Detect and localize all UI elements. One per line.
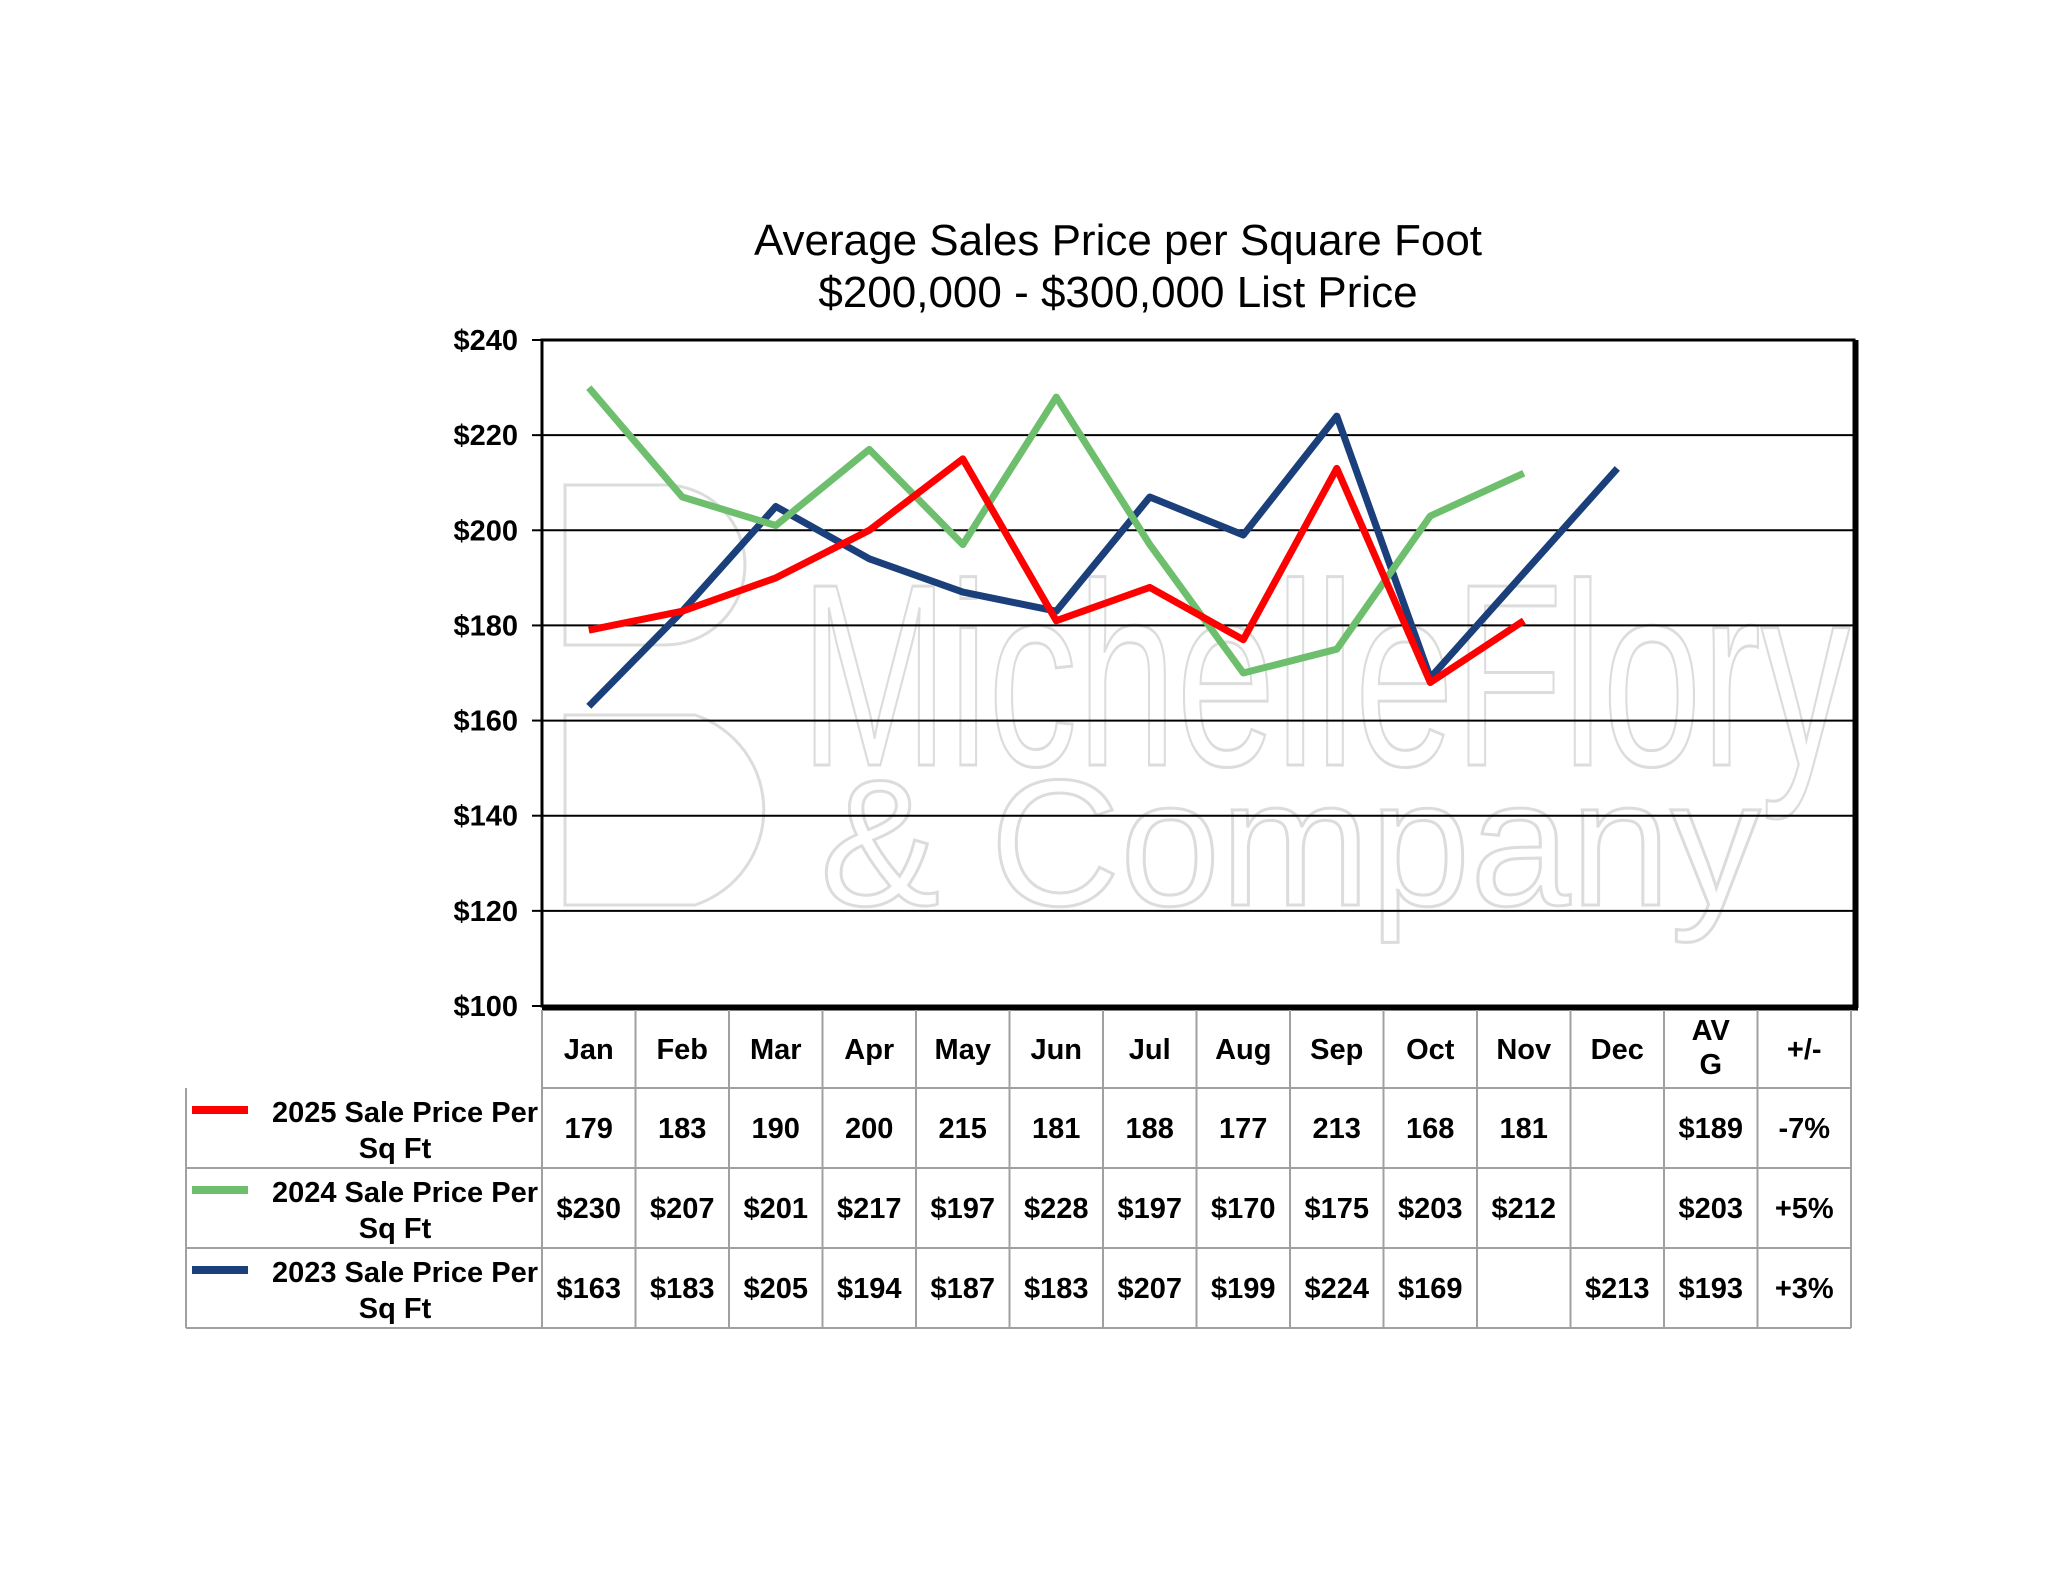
y-tick-label: $120 (453, 896, 518, 928)
plot-frame (540, 338, 1859, 1011)
avg-cell: $203 (1678, 1193, 1743, 1225)
data-label: 168 (1406, 1113, 1454, 1145)
table-header-cell: Nov (1496, 1034, 1551, 1066)
data-label: $163 (556, 1273, 621, 1305)
table-header-cell: Apr (844, 1034, 894, 1066)
series-line-2 (586, 412, 1620, 709)
data-label: $213 (1585, 1273, 1650, 1305)
data-label: 177 (1219, 1113, 1267, 1145)
table-header-cell: Mar (750, 1034, 802, 1066)
table-header-cell: Jul (1129, 1034, 1171, 1066)
chart-subtitle: $200,000 - $300,000 List Price (818, 268, 1417, 317)
table-header-cell: Oct (1406, 1034, 1455, 1066)
y-tick-label: $160 (453, 706, 518, 738)
table-header-cell: Sep (1310, 1034, 1363, 1066)
data-label: $217 (837, 1193, 902, 1225)
y-tick-label: $200 (453, 515, 518, 547)
table-header-cell: G (1699, 1049, 1722, 1081)
table-header-cell: May (935, 1034, 991, 1066)
series-label: 2024 Sale Price Per (272, 1177, 538, 1209)
data-label: 181 (1500, 1113, 1548, 1145)
data-label: $197 (1117, 1193, 1182, 1225)
change-cell: -7% (1778, 1113, 1830, 1145)
watermark: MichelleFlory& Company (563, 483, 1852, 946)
table-header-cell: Aug (1215, 1034, 1271, 1066)
series-line-1 (586, 385, 1526, 677)
data-label: $207 (650, 1193, 715, 1225)
series-label: Sq Ft (359, 1293, 432, 1325)
series-label: 2025 Sale Price Per (272, 1097, 538, 1129)
data-label: $197 (930, 1193, 995, 1225)
gridlines (542, 434, 1854, 912)
watermark-line2: & Company (820, 743, 1760, 944)
table-header-cell: +/- (1787, 1034, 1822, 1066)
table-header-cell: Jun (1030, 1034, 1082, 1066)
data-label: $199 (1211, 1273, 1276, 1305)
data-label: $212 (1491, 1193, 1556, 1225)
chart-titles: Average Sales Price per Square Foot$200,… (754, 216, 1482, 317)
watermark-line1: MichelleFlory (800, 531, 1850, 822)
watermark-logo-icon (563, 483, 766, 907)
data-label: $203 (1398, 1193, 1463, 1225)
data-label: 190 (752, 1113, 800, 1145)
data-table: Jan Feb Mar Apr May Jun Jul Aug Sep Oct Nov Dec AVG +… (185, 1010, 1852, 1329)
data-label: $205 (743, 1273, 808, 1305)
data-label: 181 (1032, 1113, 1080, 1145)
data-label: 215 (939, 1113, 987, 1145)
data-label: $183 (1024, 1273, 1089, 1305)
table-header-cell: Feb (656, 1034, 708, 1066)
series-label: Sq Ft (359, 1213, 432, 1245)
data-label: $207 (1117, 1273, 1182, 1305)
y-tick-label: $240 (453, 325, 518, 357)
chart-title: Average Sales Price per Square Foot (754, 216, 1482, 265)
data-label: 179 (565, 1113, 613, 1145)
data-label: $224 (1304, 1273, 1369, 1305)
data-label: $169 (1398, 1273, 1463, 1305)
y-axis: $100 $120 $140 $160 $180 $200 $220 $240 (453, 325, 542, 1023)
data-label: $201 (743, 1193, 808, 1225)
data-label: $175 (1304, 1193, 1369, 1225)
series-label: 2023 Sale Price Per (272, 1257, 538, 1289)
avg-cell: $193 (1678, 1273, 1743, 1305)
y-tick-label: $220 (453, 420, 518, 452)
table-header-cell: AV (1692, 1015, 1731, 1047)
data-label: $183 (650, 1273, 715, 1305)
series-lines (586, 385, 1620, 709)
series-line-0 (588, 455, 1526, 686)
data-label: $228 (1024, 1193, 1089, 1225)
change-cell: +3% (1775, 1273, 1834, 1305)
data-label: $230 (556, 1193, 621, 1225)
y-tick-label: $140 (453, 801, 518, 833)
data-label: $170 (1211, 1193, 1276, 1225)
data-label: $194 (837, 1273, 902, 1305)
series-label: Sq Ft (359, 1133, 432, 1165)
data-label: 200 (845, 1113, 893, 1145)
change-cell: +5% (1775, 1193, 1834, 1225)
avg-cell: $189 (1678, 1113, 1743, 1145)
y-tick-label: $180 (453, 610, 518, 642)
table-header-cell: Jan (564, 1034, 614, 1066)
data-label: 213 (1313, 1113, 1361, 1145)
table-header-cell: Dec (1591, 1034, 1644, 1066)
data-label: 183 (658, 1113, 706, 1145)
data-label: 188 (1126, 1113, 1174, 1145)
data-label: $187 (930, 1273, 995, 1305)
y-tick-label: $100 (453, 991, 518, 1023)
